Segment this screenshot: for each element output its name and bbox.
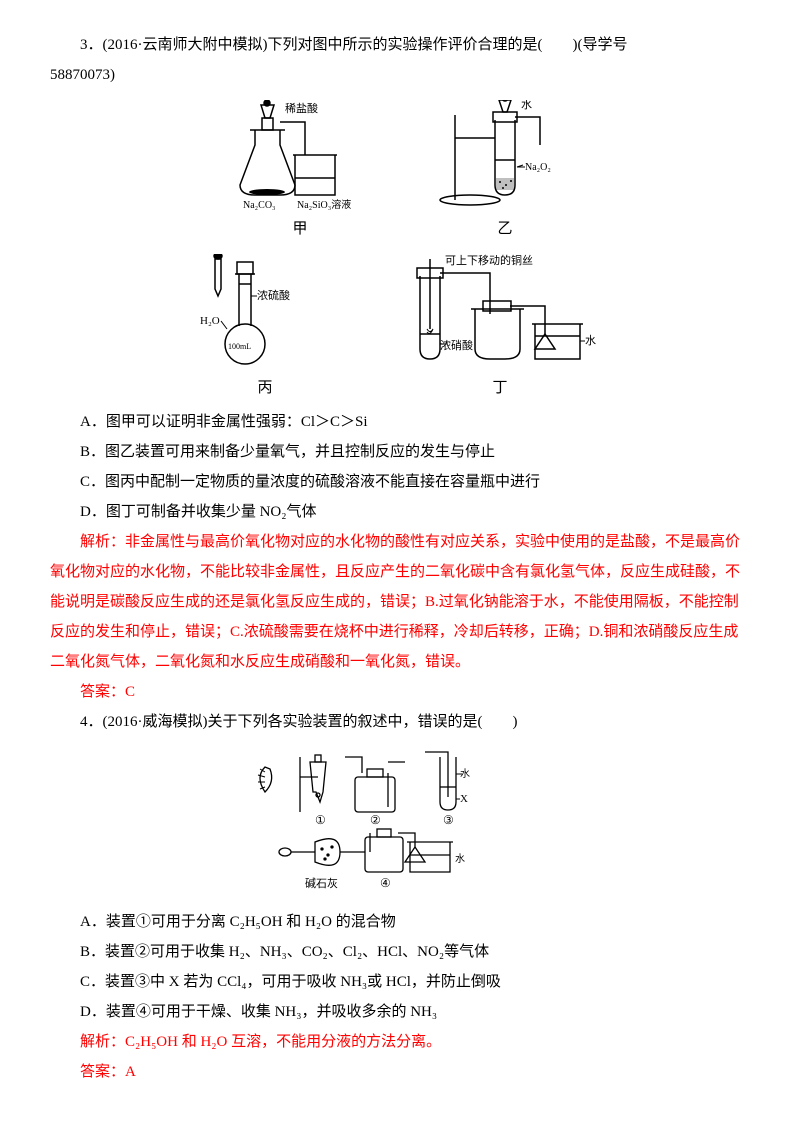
q3-figure-yi: 水 Na₂O₂ 乙 <box>435 100 575 244</box>
q4-label-water4: 水 <box>455 853 465 865</box>
q3-svg-yi: 水 Na₂O₂ <box>435 100 575 210</box>
q3-figure-row2: 浓硫酸 H₂O 100mL 丙 <box>50 254 750 403</box>
q3-option-b: B．图乙装置可用来制备少量氧气，并且控制反应的发生与停止 <box>50 437 750 467</box>
q4-label-2: ② <box>370 813 381 827</box>
label-h2o: H₂O <box>200 315 220 327</box>
q4-label-1: ① <box>315 813 326 827</box>
q4-option-d: D．装置④可用于干燥、收集 NH₃，并吸收多余的 NH₃ <box>50 997 750 1027</box>
q3-svg-ding: 可上下移动的铜丝 浓硝酸 水 <box>395 254 605 369</box>
q4-svg: ① ② ③ ④ 水 X 碱石灰 水 <box>250 747 550 897</box>
q3-label-bing: 丙 <box>257 373 272 403</box>
q4-option-b: B．装置②可用于收集 H₂、NH₃、CO₂、Cl₂、HCl、NO₂等气体 <box>50 937 750 967</box>
q3-svg-jia: 稀盐酸 Na₂CO₃ Na₂SiO₃溶液 <box>225 100 375 210</box>
label-h2so4: 浓硫酸 <box>257 288 290 302</box>
q3-answer-label: 答案： <box>80 684 125 700</box>
label-water-yi: 水 <box>521 100 532 111</box>
q3-analysis-label: 解析： <box>80 534 125 550</box>
q3-label-ding: 丁 <box>492 373 507 403</box>
q4-label-3: ③ <box>443 813 454 827</box>
q3-figure-row1: 稀盐酸 Na₂CO₃ Na₂SiO₃溶液 甲 <box>50 100 750 244</box>
label-na2sio3: Na₂SiO₃溶液 <box>297 198 351 210</box>
q3-svg-bing: 浓硫酸 H₂O 100mL <box>195 254 335 369</box>
q3-label-jia: 甲 <box>292 214 307 244</box>
q4-answer-label: 答案： <box>80 1064 125 1080</box>
q4-analysis-text: C₂H₅OH 和 H₂O 互溶，不能用分液的方法分离。 <box>125 1034 441 1050</box>
label-100ml: 100mL <box>228 342 251 351</box>
q4-label-lime: 碱石灰 <box>305 876 338 890</box>
label-hcl: 稀盐酸 <box>285 101 318 115</box>
q3-option-a: A．图甲可以证明非金属性强弱：Cl＞C＞Si <box>50 407 750 437</box>
q4-stem: 4．(2016·威海模拟)关于下列各实验装置的叙述中，错误的是( ) <box>50 707 750 737</box>
q3-answer: 答案：C <box>50 677 750 707</box>
q3-analysis-text: 非金属性与最高价氧化物对应的水化物的酸性有对应关系，实验中使用的是盐酸，不是最高… <box>50 534 740 670</box>
q3-figure-jia: 稀盐酸 Na₂CO₃ Na₂SiO₃溶液 甲 <box>225 100 375 244</box>
q3-analysis: 解析：非金属性与最高价氧化物对应的水化物的酸性有对应关系，实验中使用的是盐酸，不… <box>50 527 750 677</box>
q3-label-yi: 乙 <box>497 214 512 244</box>
label-na2o2: Na₂O₂ <box>525 162 551 173</box>
q3-figure-bing: 浓硫酸 H₂O 100mL 丙 <box>195 254 335 403</box>
q3-option-d: D．图丁可制备并收集少量 NO₂气体 <box>50 497 750 527</box>
q4-label-4: ④ <box>380 876 391 890</box>
q3-stem-line2: 58870073) <box>50 60 750 90</box>
label-na2co3: Na₂CO₃ <box>243 200 276 210</box>
q4-option-c: C．装置③中 X 若为 CCl₄，可用于吸收 NH₃或 HCl，并防止倒吸 <box>50 967 750 997</box>
q4-answer-value: A <box>125 1064 136 1080</box>
q4-option-a: A．装置①可用于分离 C₂H₅OH 和 H₂O 的混合物 <box>50 907 750 937</box>
q3-figure-ding: 可上下移动的铜丝 浓硝酸 水 丁 <box>395 254 605 403</box>
q3-answer-value: C <box>125 684 135 700</box>
q4-figure: ① ② ③ ④ 水 X 碱石灰 水 <box>50 747 750 897</box>
q4-label-x: X <box>460 793 468 805</box>
label-water-ding: 水 <box>585 334 596 347</box>
label-hno3: 浓硝酸 <box>440 338 473 352</box>
q4-analysis: 解析：C₂H₅OH 和 H₂O 互溶，不能用分液的方法分离。 <box>50 1027 750 1057</box>
label-wire: 可上下移动的铜丝 <box>445 254 533 267</box>
q3-stem-line1: 3．(2016·云南师大附中模拟)下列对图中所示的实验操作评价合理的是( )(导… <box>50 30 750 60</box>
q4-answer: 答案：A <box>50 1057 750 1087</box>
q4-analysis-label: 解析： <box>80 1034 125 1050</box>
q3-option-c: C．图丙中配制一定物质的量浓度的硫酸溶液不能直接在容量瓶中进行 <box>50 467 750 497</box>
